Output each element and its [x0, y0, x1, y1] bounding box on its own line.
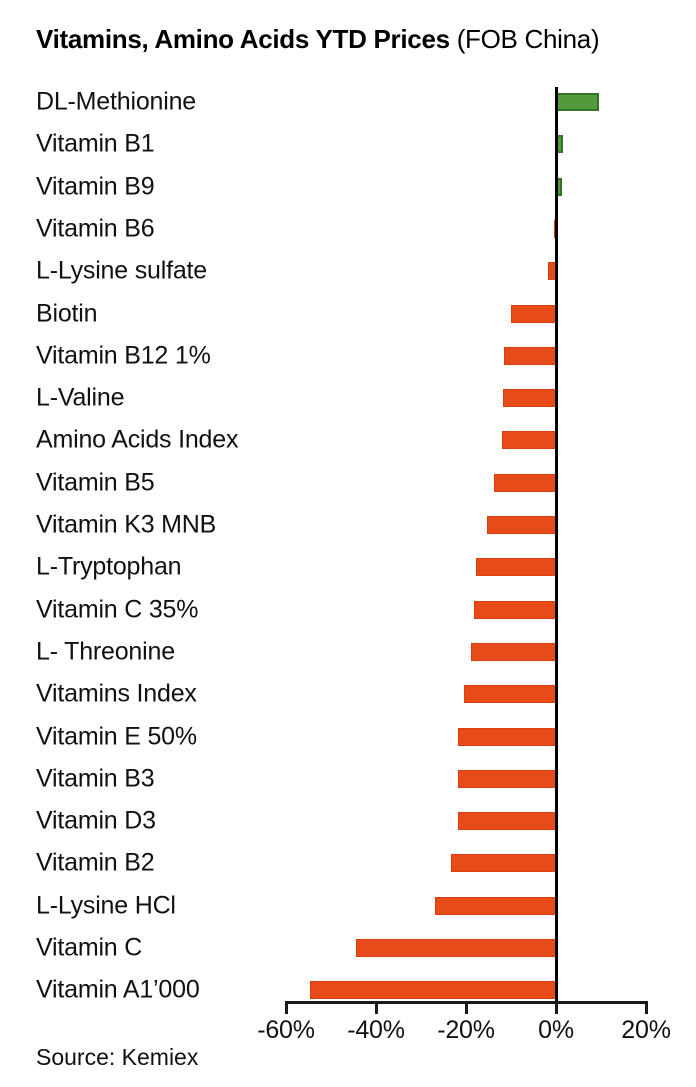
- x-axis-tick: [374, 1001, 378, 1014]
- chart-title: Vitamins, Amino Acids YTD Prices (FOB Ch…: [36, 24, 600, 55]
- category-label: Vitamin B9: [36, 172, 155, 201]
- bar-negative: [451, 854, 556, 873]
- category-label: Amino Acids Index: [36, 425, 239, 454]
- bar-negative: [434, 896, 556, 915]
- x-axis-tick-label: 20%: [621, 1016, 671, 1044]
- bar-negative: [356, 939, 556, 957]
- x-axis-tick: [464, 1001, 468, 1014]
- category-label: Vitamin C: [36, 933, 143, 962]
- x-axis-tick-label: 0%: [538, 1016, 574, 1044]
- bar-negative: [493, 473, 556, 492]
- category-label: Vitamin A1’000: [36, 975, 200, 1004]
- x-axis-tick-label: -40%: [347, 1016, 405, 1044]
- category-label: L-Lysine HCl: [36, 891, 176, 920]
- x-axis-tick: [644, 1001, 648, 1014]
- category-label: Vitamins Index: [36, 679, 197, 708]
- category-label: Vitamin C 35%: [36, 595, 199, 624]
- bar-positive: [556, 93, 599, 111]
- chart-title-main: Vitamins, Amino Acids YTD Prices: [36, 24, 450, 54]
- category-label: Vitamin K3 MNB: [36, 510, 217, 539]
- category-label: L-Tryptophan: [36, 552, 182, 581]
- x-axis-tick-label: -20%: [437, 1016, 495, 1044]
- category-label: L- Threonine: [36, 637, 175, 666]
- chart-title-sub: (FOB China): [449, 24, 600, 54]
- category-label: Vitamin D3: [36, 806, 156, 835]
- bar-negative: [464, 685, 556, 704]
- bar-negative: [457, 812, 556, 831]
- category-label: Vitamin B12 1%: [36, 341, 211, 370]
- bar-negative: [487, 516, 556, 534]
- bar-negative: [474, 600, 556, 619]
- category-label: Vitamin B2: [36, 848, 155, 877]
- x-axis-tick: [554, 1001, 558, 1014]
- bar-negative: [503, 389, 556, 408]
- zero-baseline: [554, 87, 558, 1004]
- x-axis-tick: [284, 1001, 288, 1014]
- x-axis-tick-label: -60%: [257, 1016, 315, 1044]
- category-label: Vitamin E 50%: [36, 722, 197, 750]
- category-label: L-Valine: [36, 383, 125, 412]
- bar-negative: [504, 346, 556, 365]
- category-label: Vitamin B6: [36, 214, 155, 243]
- bar-negative: [470, 642, 556, 661]
- bar-negative: [458, 769, 556, 788]
- bar-negative: [309, 981, 556, 1000]
- category-label: Vitamin B1: [36, 129, 155, 158]
- bar-negative: [457, 727, 556, 746]
- bar-negative: [475, 558, 556, 577]
- category-label: Vitamin B5: [36, 468, 155, 497]
- bar-negative: [511, 304, 556, 323]
- bar-negative: [502, 431, 556, 450]
- category-label: DL-Methionine: [36, 87, 196, 116]
- category-label: Vitamin B3: [36, 764, 155, 793]
- category-label: L-Lysine sulfate: [36, 256, 207, 285]
- category-label: Biotin: [36, 299, 98, 327]
- source-note: Source: Kemiex: [36, 1044, 199, 1070]
